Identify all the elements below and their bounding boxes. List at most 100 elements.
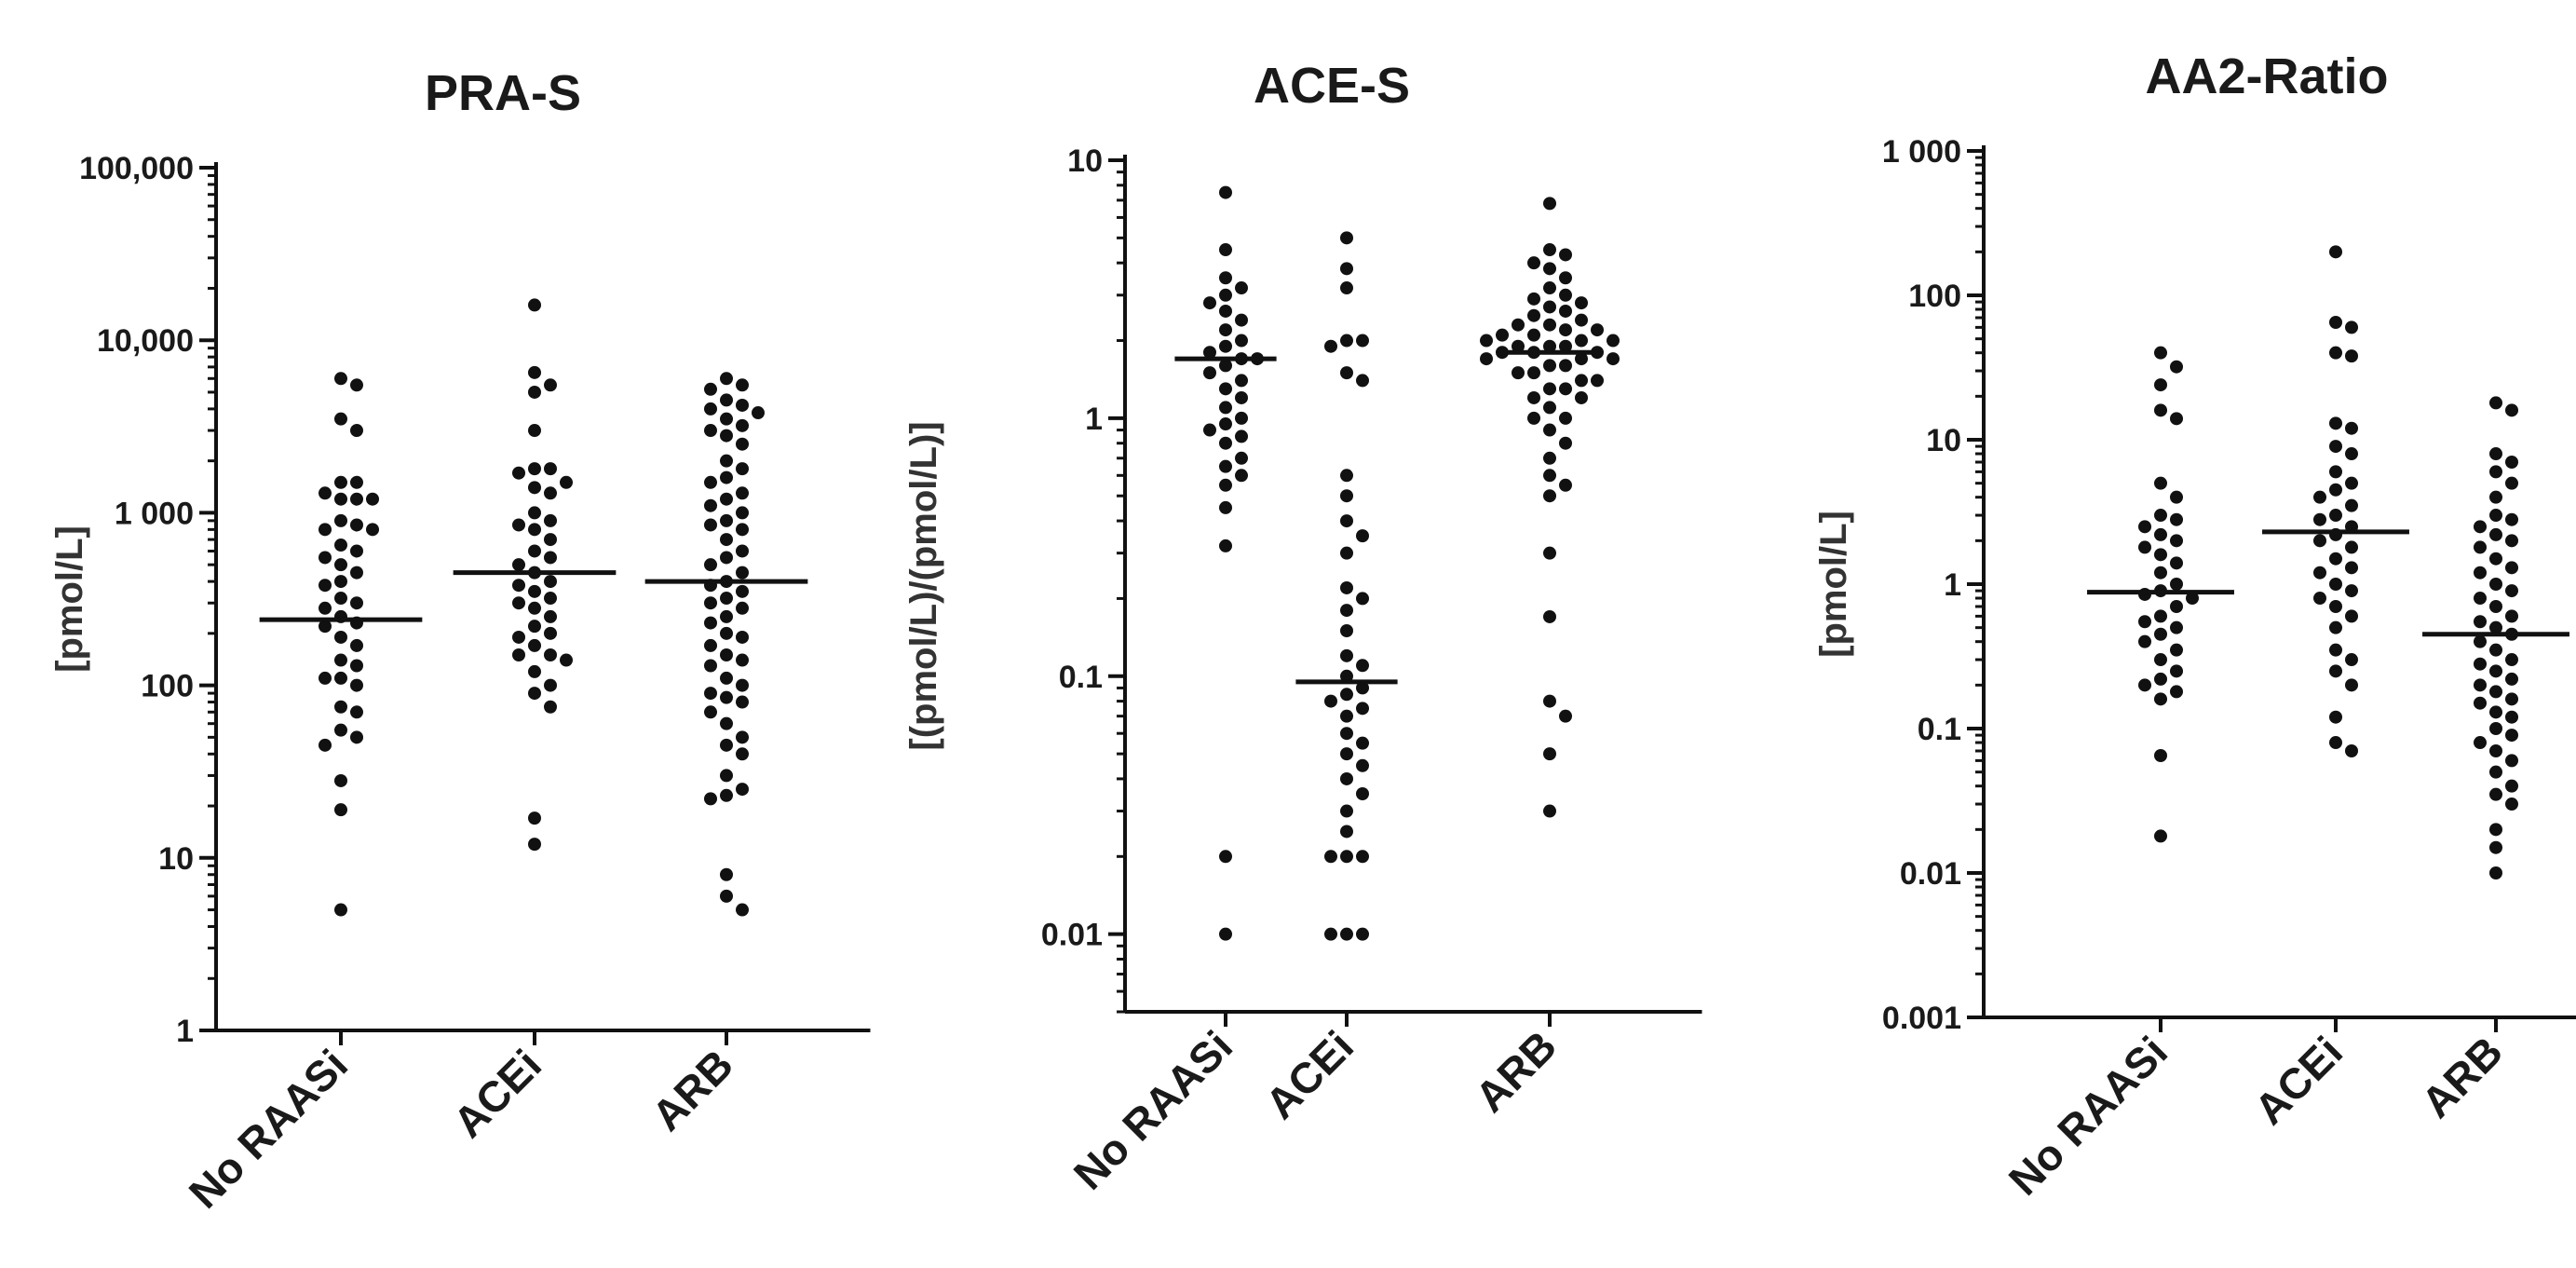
data-point [704,498,717,512]
data-point [2489,823,2502,837]
data-point [2154,346,2167,360]
y-tick-label: 10 [158,841,194,877]
data-point [1527,308,1540,322]
data-point [1203,423,1216,437]
data-point [2154,829,2167,843]
y-tick-label: 0.001 [1882,1001,1961,1036]
data-point [1203,346,1216,360]
x-category-label: ARB [1466,1021,1566,1121]
data-point [319,579,332,593]
panel-ace-s: ACE-S 0.01 0.1 1 10 [(pmol/L)/(pmol/L)] No RAA… [903,58,1702,1199]
data-point [1543,804,1556,818]
data-point [2345,349,2358,363]
data-point [2345,540,2358,554]
data-point [1219,288,1232,302]
data-point [1543,451,1556,465]
data-point [1512,339,1525,353]
data-point [1356,787,1369,801]
data-point [544,678,557,692]
data-point [2154,548,2167,562]
data-point [528,481,541,495]
data-point [2474,678,2487,692]
data-point [544,626,557,640]
data-point [736,566,749,579]
data-point [2474,696,2487,710]
data-point [1559,271,1572,285]
data-point [2489,664,2502,678]
data-point [1340,727,1353,741]
data-point [1340,334,1353,348]
data-point [1543,423,1556,437]
data-point [1235,313,1248,327]
data-point [1543,339,1556,353]
data-point [2170,490,2183,504]
data-point [2345,584,2358,598]
data-point [704,402,717,416]
data-point [1356,334,1369,348]
data-point [1219,185,1232,199]
data-point [2138,520,2151,534]
data-point [2505,512,2518,526]
data-point [1559,288,1572,302]
data-point [2329,578,2342,591]
data-point [2138,678,2151,692]
data-point [2329,416,2342,430]
data-point [704,616,717,630]
data-point [528,811,541,825]
data-point [2329,643,2342,657]
data-point [1543,469,1556,483]
data-point [2329,552,2342,566]
data-point [704,687,717,701]
data-point [2489,866,2502,879]
data-point [1219,339,1232,353]
data-point [1356,681,1369,695]
data-point [350,705,363,719]
data-point [2474,634,2487,648]
data-point [2329,736,2342,750]
data-point [1219,359,1232,373]
data-point [2154,476,2167,490]
data-point [2505,534,2518,548]
data-point [1219,304,1232,318]
data-point [1559,304,1572,318]
data-point [1559,339,1572,353]
data-point [334,558,347,572]
data-point [1356,850,1369,864]
data-point [1512,366,1525,380]
data-point [1527,292,1540,306]
data-point [1356,927,1369,941]
data-point [736,601,749,615]
data-point [334,653,347,667]
data-point [1324,927,1337,941]
data-point [1340,281,1353,295]
data-point [544,700,557,714]
data-point [528,601,541,615]
data-point [1235,334,1248,348]
data-point [1496,328,1509,342]
data-point [720,551,733,565]
y-tick-label: 1 [1085,402,1103,437]
data-point [2329,600,2342,614]
data-point [704,659,717,673]
x-category-label: ARB [2412,1027,2512,1126]
data-point [1543,401,1556,415]
data-point [2489,705,2502,719]
data-point [1235,390,1248,404]
data-point [1543,318,1556,332]
data-point [1356,592,1369,606]
data-point [334,723,347,737]
data-point [736,747,749,761]
data-point [2489,578,2502,591]
data-point [2489,787,2502,801]
data-point [1340,262,1353,276]
data-point [2170,620,2183,634]
data-point [736,437,749,451]
data-point [1480,352,1493,366]
data-point [1543,747,1556,761]
y-tick-label: 100 [141,669,194,704]
data-point [736,903,749,917]
data-point [2329,465,2342,479]
data-point [1219,850,1232,864]
data-point [319,671,332,685]
data-point [2345,476,2358,490]
